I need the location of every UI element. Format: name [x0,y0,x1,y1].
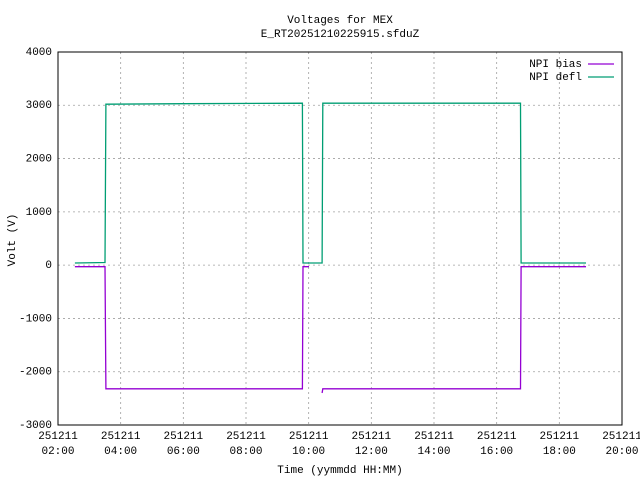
y-tick-label: 1000 [26,207,52,219]
x-tick-label: 251211 12:00 [351,431,392,458]
plot-frame [57,51,623,426]
y-tick-label: 0 [45,260,52,272]
x-tick-label: 251211 02:00 [38,431,78,458]
legend-label: NPI defl [529,72,582,84]
x-tick-label: 251211 18:00 [539,431,580,458]
x-tick-label: 251211 04:00 [100,431,141,458]
chart-subtitle: E_RT20251210225915.sfduZ [261,29,420,41]
x-tick-label: 251211 20:00 [602,431,640,458]
y-tick-label: -1000 [19,313,52,325]
x-tick-label: 251211 10:00 [288,431,329,458]
y-tick-label: -2000 [19,367,52,379]
y-tick-label: -3000 [19,420,52,432]
x-tick-label: 251211 08:00 [226,431,266,458]
x-tick-label: 251211 14:00 [414,431,454,458]
x-tick-label: 251211 06:00 [163,431,204,458]
x-tick-label: 251211 16:00 [476,431,517,458]
chart-title: Voltages for MEX [287,15,393,27]
y-tick-label: 3000 [26,100,52,112]
legend-label: NPI bias [529,59,582,71]
x-axis-label: Time (yymmdd HH:MM) [277,465,402,477]
series-line [74,102,586,264]
series-line [74,266,586,394]
y-tick-label: 2000 [26,153,52,165]
y-tick-label: 4000 [26,47,52,59]
y-axis-label: Volt (V) [7,214,19,267]
